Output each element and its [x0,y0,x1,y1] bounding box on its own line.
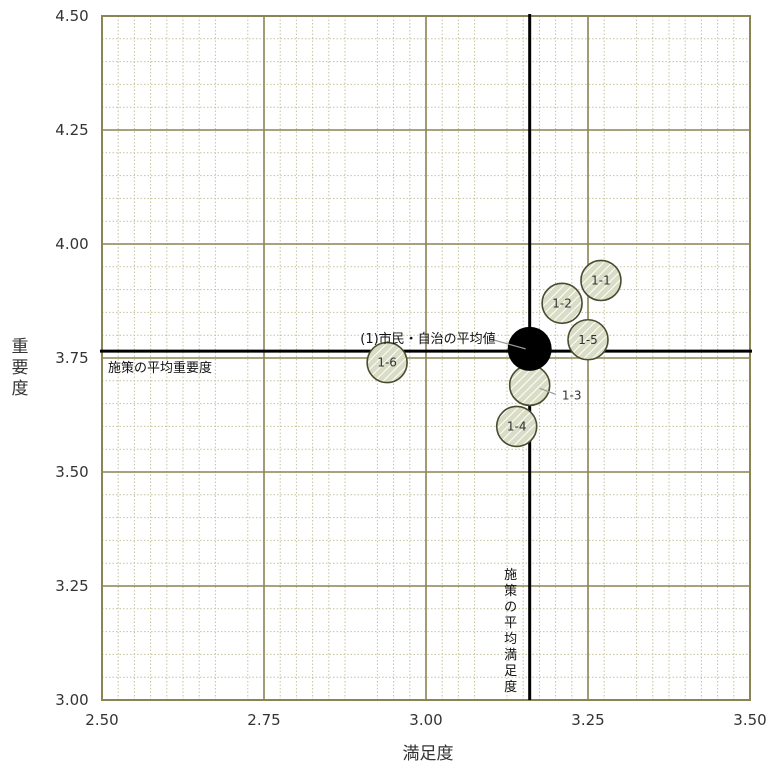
y-axis-title: 重要度 [12,337,29,399]
data-point-label: 1-3 [562,388,582,402]
average-satisfaction-label-char: の [504,600,517,615]
y-axis-title-char: 重 [12,337,29,357]
x-axis-title: 満足度 [403,744,454,764]
y-tick-label: 4.25 [55,121,88,139]
average-point [507,326,552,371]
y-tick-label: 3.75 [55,349,88,367]
grid-layer [101,15,751,701]
average-importance-label: 施策の平均重要度 [108,360,212,376]
x-tick-label: 3.00 [409,711,442,729]
average-satisfaction-label-char: 平 [504,616,517,631]
average-satisfaction-label-char: 満 [504,648,517,663]
data-point-label: 1-1 [591,273,611,287]
average-point-leader-line [489,338,526,350]
points-layer [366,259,622,448]
data-point [495,405,538,448]
y-axis-title-char: 要 [12,358,29,378]
data-point [366,341,408,384]
data-point-label: 1-2 [552,296,572,310]
data-point-label: 1-6 [377,356,397,370]
data-point [580,259,622,302]
x-tick-label: 3.50 [733,711,766,729]
y-axis-title-char: 度 [12,379,29,399]
average-point-label: (1)市民・自治の平均値 [360,331,495,347]
data-point-label: 1-4 [507,419,527,433]
y-tick-label: 3.25 [55,577,88,595]
data-point [567,318,609,361]
average-satisfaction-label-char: 足 [504,664,517,679]
x-tick-label: 3.25 [571,711,604,729]
plot-frame [101,15,751,701]
average-satisfaction-label-char: 度 [504,679,517,695]
data-point-label: 1-5 [578,333,598,347]
y-tick-label: 3.50 [55,463,88,481]
data-point [541,282,583,325]
average-satisfaction-label-char: 策 [504,583,517,599]
average-satisfaction-label-char: 施 [504,568,517,583]
data-point-leader-line [539,387,556,395]
y-tick-label: 3.00 [55,691,88,709]
labels-layer: 2.50 2.75 3.00 3.25 3.50 3.00 3.25 3.50 3.75 4.00… [55,7,766,729]
data-point [508,364,551,407]
average-satisfaction-label-char: 均 [504,632,517,647]
x-tick-label: 2.75 [247,711,280,729]
y-tick-label: 4.00 [55,235,88,253]
y-tick-label: 4.50 [55,7,88,25]
x-tick-label: 2.50 [85,711,118,729]
